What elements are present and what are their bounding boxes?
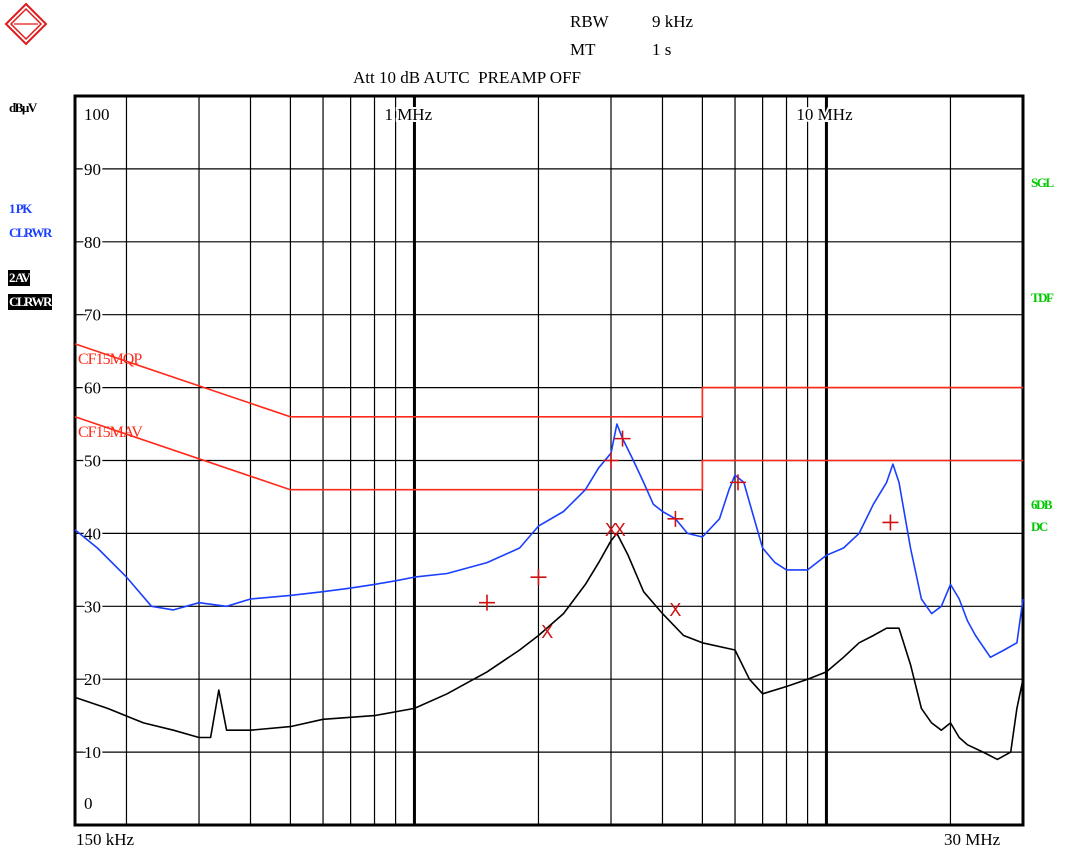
- attenuation-line: Att 10 dB AUTC PREAMP OFF: [353, 68, 581, 87]
- trace1-label: 1 PK: [9, 201, 32, 216]
- trace-line: [74, 423, 1024, 659]
- y-tick-label: 40: [84, 524, 101, 543]
- limit-line: [74, 343, 1023, 418]
- y-tick-label: 20: [84, 670, 101, 689]
- limit-line-label: CF15MAV: [78, 424, 143, 441]
- peak-marker-x: X: [605, 520, 617, 540]
- x-inner-tick-label: 1 MHz: [384, 105, 432, 124]
- trace2-label: 2 AV: [8, 270, 31, 286]
- y-tick-label: 50: [84, 452, 101, 471]
- brand-logo: [4, 2, 48, 46]
- y-tick-label: 80: [84, 233, 101, 252]
- peak-marker-plus: [530, 569, 547, 586]
- y-tick-label: 70: [84, 306, 101, 325]
- peak-marker-x: X: [541, 622, 553, 642]
- y-tick-label: 60: [84, 379, 101, 398]
- peak-marker-plus: [667, 510, 684, 527]
- mt-label: MT: [570, 40, 596, 59]
- y-tick-label: 10: [84, 743, 101, 762]
- x-start-label: 150 kHz: [76, 830, 135, 849]
- rbw-label: RBW: [570, 12, 609, 31]
- sweep-mode-label: SGL: [1031, 175, 1054, 190]
- transducer-label: TDF: [1031, 290, 1054, 305]
- trace1-mode: CLRWR: [9, 225, 52, 240]
- x-inner-tick-label: 10 MHz: [796, 105, 853, 124]
- trace2-mode: CLRWR: [8, 294, 52, 310]
- mt-value: 1 s: [652, 40, 672, 59]
- peak-marker-plus: [614, 430, 631, 447]
- peak-marker-plus: [603, 452, 620, 469]
- coupling-label: DC: [1031, 519, 1048, 534]
- peak-marker-plus: [478, 594, 495, 611]
- y-tick-label: 30: [84, 597, 101, 616]
- y-tick-label: 100: [84, 105, 110, 124]
- x-end-label: 30 MHz: [944, 830, 1001, 849]
- y-unit-label: dBµV: [9, 100, 37, 115]
- trace-line: [74, 532, 1024, 761]
- attenuator-label: 6DB: [1031, 497, 1053, 512]
- peak-marker-plus: [729, 474, 746, 491]
- rbw-value: 9 kHz: [652, 12, 694, 31]
- peak-marker-x: X: [669, 600, 681, 620]
- limit-line-label: CF15MQP: [78, 351, 142, 368]
- peak-marker-x: X: [614, 520, 626, 540]
- limit-line: [74, 416, 1023, 491]
- peak-marker-plus: [882, 514, 899, 531]
- y-tick-label: 90: [84, 160, 101, 179]
- y-tick-label: 0: [84, 794, 93, 813]
